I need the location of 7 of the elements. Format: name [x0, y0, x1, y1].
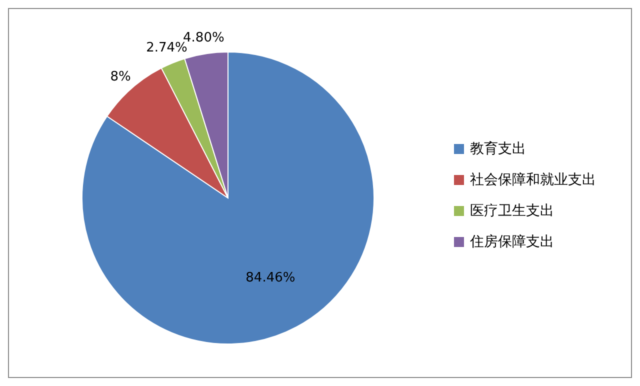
legend-label: 社会保障和就业支出 [470, 172, 596, 188]
legend-label: 医疗卫生支出 [470, 202, 554, 219]
data-label: 84.46% [246, 270, 296, 286]
legend-label: 住房保障支出 [469, 234, 554, 250]
legend-label: 教育支出 [470, 140, 526, 157]
data-label: 8% [110, 69, 131, 84]
pie-slice [82, 52, 374, 344]
